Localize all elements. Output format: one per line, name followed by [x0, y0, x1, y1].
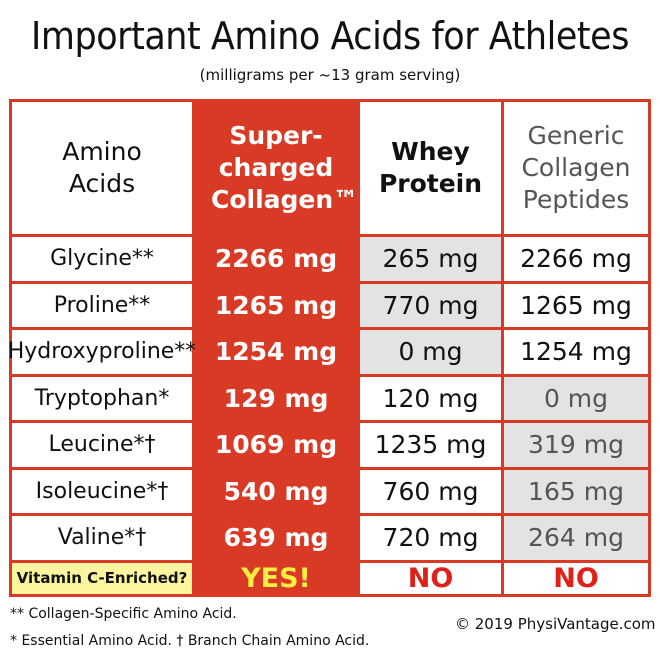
- chart-subtitle: (milligrams per ~13 gram serving): [199, 66, 461, 84]
- vitamin-c-label: Vitamin C-Enriched?: [12, 562, 192, 594]
- value-cell-r2-c3: 1254 mg: [504, 330, 648, 374]
- vitamin-c-label-text: Vitamin C-Enriched?: [16, 568, 188, 587]
- value-cell-r1-c3-text: 1265 mg: [520, 290, 632, 320]
- header-amino-acids-text: Amino Acids: [62, 137, 142, 198]
- vitamin-c-value-c2: NO: [360, 562, 501, 594]
- copyright-notice: © 2019 PhysiVantage.com: [455, 615, 656, 633]
- value-cell-r6-c3-text: 264 mg: [528, 523, 624, 553]
- value-cell-r2-c3-text: 1254 mg: [520, 337, 632, 367]
- value-cell-r5-c3-text: 165 mg: [528, 476, 624, 506]
- header-generic-collagen: Generic Collagen Peptides: [504, 102, 648, 234]
- amino-acid-table: Amino Acids Super-charged Collagen™ Whey P…: [8, 99, 651, 597]
- vitamin-c-value-c1-text: YES!: [241, 562, 311, 594]
- value-cell-r6-c3: 264 mg: [504, 516, 648, 560]
- value-cell-r3-c3: 0 mg: [504, 376, 648, 420]
- row-label-4-text: Leucine*†: [48, 432, 156, 458]
- value-cell-r6-c2: 720 mg: [360, 516, 501, 560]
- value-cell-r4-c2-text: 1235 mg: [374, 430, 487, 460]
- value-cell-r2-c1: 1254 mg: [195, 330, 357, 374]
- value-cell-r1-c2-text: 770 mg: [382, 290, 479, 320]
- header-whey-protein-text: Whey Protein: [378, 137, 483, 198]
- row-label-0-text: Glycine**: [50, 246, 154, 272]
- footnote-essential-branch-chain: * Essential Amino Acid. † Branch Chain A…: [10, 633, 370, 649]
- value-cell-r4-c1-text: 1069 mg: [214, 430, 338, 460]
- row-label-5: Isoleucine*†: [12, 469, 192, 513]
- header-generic-collagen-text: Generic Collagen Peptides: [521, 121, 631, 214]
- chart-title: Important Amino Acids for Athletes: [31, 14, 629, 58]
- value-cell-r4-c3: 319 mg: [504, 423, 648, 467]
- value-cell-r2-c1-text: 1254 mg: [214, 337, 338, 367]
- vitamin-c-value-c2-text: NO: [407, 562, 454, 594]
- row-label-2-text: Hydroxyproline**: [7, 339, 197, 365]
- header-supercharged-collagen-text: Super-charged Collagen™: [211, 121, 359, 214]
- value-cell-r6-c2-text: 720 mg: [382, 523, 479, 553]
- row-label-0: Glycine**: [12, 237, 192, 281]
- value-cell-r4-c2: 1235 mg: [360, 423, 501, 467]
- value-cell-r3-c2: 120 mg: [360, 376, 501, 420]
- value-cell-r5-c1-text: 540 mg: [223, 476, 329, 506]
- row-label-6: Valine*†: [12, 516, 192, 560]
- value-cell-r1-c1-text: 1265 mg: [214, 290, 338, 320]
- value-cell-r5-c2-text: 760 mg: [382, 476, 479, 506]
- row-label-3-text: Tryptophan*: [34, 385, 170, 411]
- value-cell-r3-c3-text: 0 mg: [543, 383, 609, 413]
- value-cell-r3-c1: 129 mg: [195, 376, 357, 420]
- row-label-2: Hydroxyproline**: [8, 330, 196, 374]
- value-cell-r1-c2: 770 mg: [360, 283, 501, 327]
- value-cell-r6-c1-text: 639 mg: [223, 523, 329, 553]
- value-cell-r2-c2-text: 0 mg: [398, 337, 463, 367]
- row-label-4: Leucine*†: [12, 423, 192, 467]
- value-cell-r5-c3: 165 mg: [504, 469, 648, 513]
- row-label-1-text: Proline**: [53, 292, 151, 318]
- value-cell-r2-c2: 0 mg: [360, 330, 501, 374]
- value-cell-r3-c1-text: 129 mg: [223, 383, 329, 413]
- value-cell-r4-c3-text: 319 mg: [528, 430, 624, 460]
- value-cell-r6-c1: 639 mg: [195, 516, 357, 560]
- vitamin-c-value-c1: YES!: [195, 562, 357, 594]
- row-label-5-text: Isoleucine*†: [35, 478, 169, 504]
- value-cell-r0-c3-text: 2266 mg: [520, 244, 632, 274]
- row-label-1: Proline**: [12, 283, 192, 327]
- header-supercharged-collagen: Super-charged Collagen™: [195, 102, 359, 234]
- value-cell-r0-c3: 2266 mg: [504, 237, 648, 281]
- value-cell-r1-c3: 1265 mg: [504, 283, 648, 327]
- vitamin-c-value-c3: NO: [504, 562, 648, 594]
- value-cell-r4-c1: 1069 mg: [195, 423, 357, 467]
- value-cell-r1-c1: 1265 mg: [195, 283, 357, 327]
- value-cell-r0-c1: 2266 mg: [195, 237, 357, 281]
- value-cell-r0-c2: 265 mg: [360, 237, 501, 281]
- value-cell-r3-c2-text: 120 mg: [382, 383, 479, 413]
- row-label-3: Tryptophan*: [12, 376, 192, 420]
- value-cell-r5-c2: 760 mg: [360, 469, 501, 513]
- header-whey-protein: Whey Protein: [360, 102, 501, 234]
- value-cell-r0-c1-text: 2266 mg: [214, 244, 338, 274]
- header-amino-acids: Amino Acids: [12, 102, 192, 234]
- value-cell-r5-c1: 540 mg: [195, 469, 357, 513]
- vitamin-c-value-c3-text: NO: [553, 562, 599, 594]
- footnote-collagen-specific: ** Collagen-Specific Amino Acid.: [10, 606, 237, 622]
- value-cell-r0-c2-text: 265 mg: [382, 244, 479, 274]
- row-label-6-text: Valine*†: [57, 525, 147, 551]
